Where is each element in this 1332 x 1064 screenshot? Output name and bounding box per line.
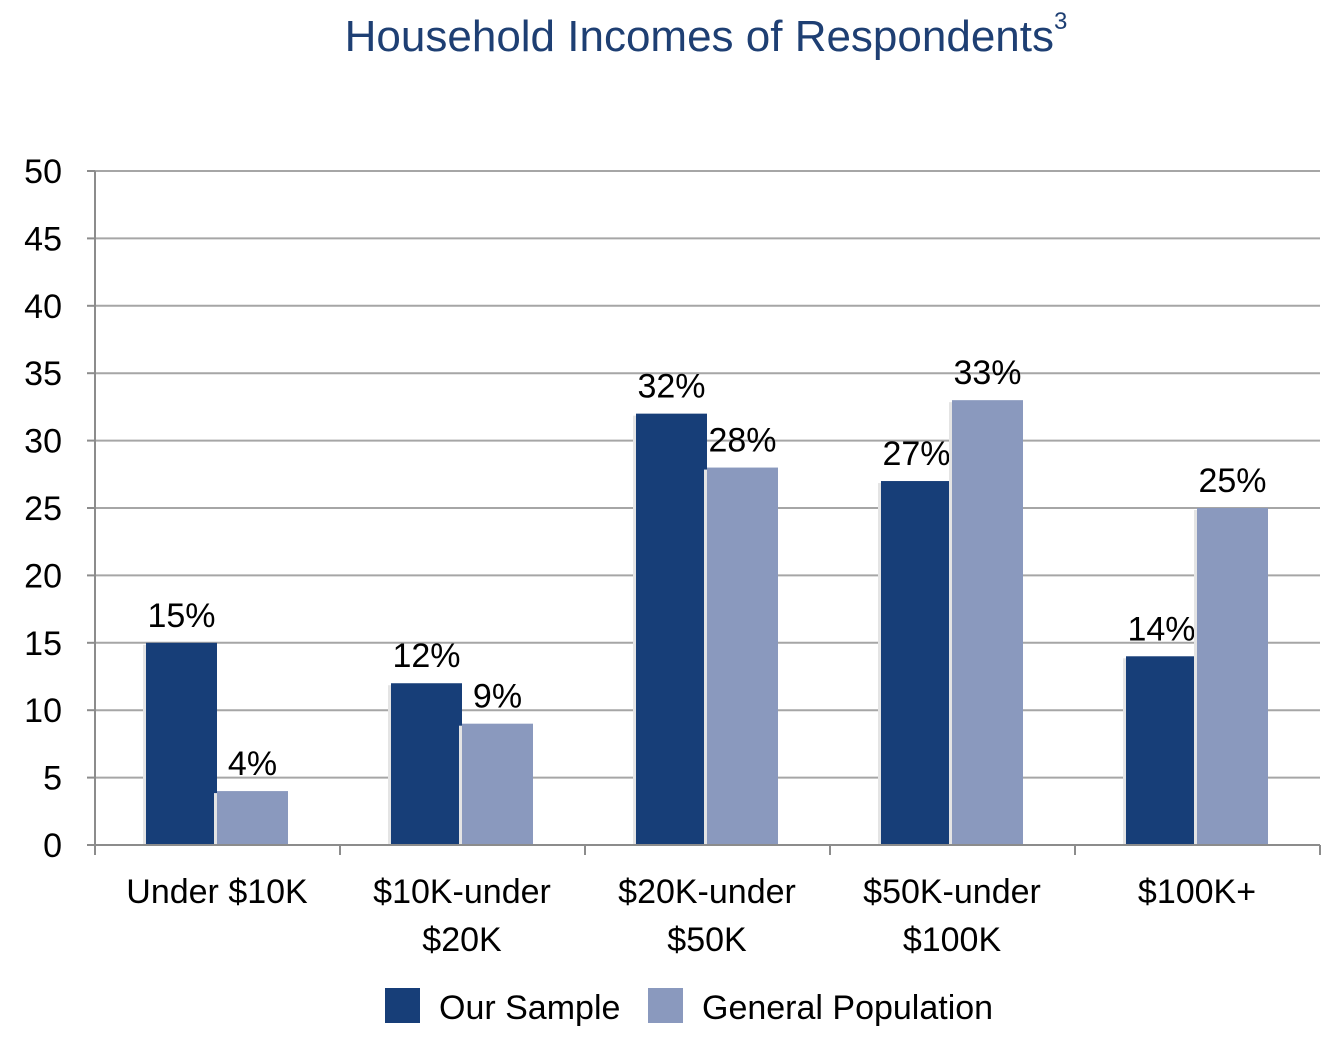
- category-label-4-0: $100K+: [1138, 873, 1256, 911]
- y-tick-label-35: 35: [24, 355, 62, 393]
- y-tick-label-30: 30: [24, 423, 62, 461]
- y-tick-label-50: 50: [24, 153, 62, 191]
- category-label-2-1: $50K: [667, 921, 747, 959]
- data-label-our-sample-4: 14%: [1127, 610, 1195, 648]
- bar-our-sample-0: [146, 642, 217, 845]
- y-tick-label-45: 45: [24, 220, 62, 258]
- y-tick-label-5: 5: [43, 760, 62, 798]
- bar-general-population-0: [217, 791, 288, 845]
- y-tick-label-0: 0: [43, 827, 62, 865]
- bar-our-sample-4: [1126, 656, 1197, 845]
- category-label-1-0: $10K-under: [373, 873, 551, 911]
- bar-general-population-3: [952, 400, 1023, 845]
- data-label-our-sample-1: 12%: [392, 637, 460, 675]
- category-label-1-1: $20K: [422, 921, 502, 959]
- data-label-general-population-2: 28%: [708, 422, 776, 460]
- bar-general-population-1: [462, 723, 533, 845]
- bar-our-sample-3: [881, 481, 952, 845]
- category-label-0-0: Under $10K: [126, 873, 308, 911]
- y-tick-label-10: 10: [24, 692, 62, 730]
- category-label-3-1: $100K: [903, 921, 1002, 959]
- y-tick-label-40: 40: [24, 288, 62, 326]
- bar-general-population-2: [707, 467, 778, 845]
- data-label-our-sample-0: 15%: [147, 597, 215, 635]
- legend-label-general-population: General Population: [702, 989, 993, 1027]
- y-tick-label-15: 15: [24, 625, 62, 663]
- category-label-3-0: $50K-under: [863, 873, 1041, 911]
- data-label-general-population-0: 4%: [228, 745, 277, 783]
- bar-our-sample-2: [636, 413, 707, 845]
- y-tick-label-25: 25: [24, 490, 62, 528]
- legend-swatch-our-sample: [385, 988, 420, 1023]
- category-label-2-0: $20K-under: [618, 873, 796, 911]
- data-label-our-sample-2: 32%: [637, 368, 705, 406]
- chart-title-text: Household Incomes of Respondents: [344, 12, 1054, 61]
- chart-title-superscript: 3: [1053, 8, 1068, 36]
- data-label-our-sample-3: 27%: [882, 435, 950, 473]
- data-label-general-population-3: 33%: [953, 354, 1021, 392]
- chart-title: Household Incomes of Respondents3: [0, 8, 1332, 62]
- legend-swatch-general-population: [648, 988, 683, 1023]
- bar-our-sample-1: [391, 683, 462, 845]
- legend-label-our-sample: Our Sample: [439, 989, 620, 1027]
- data-label-general-population-1: 9%: [473, 678, 522, 716]
- y-tick-label-20: 20: [24, 557, 62, 595]
- data-label-general-population-4: 25%: [1198, 462, 1266, 500]
- bar-general-population-4: [1197, 508, 1268, 845]
